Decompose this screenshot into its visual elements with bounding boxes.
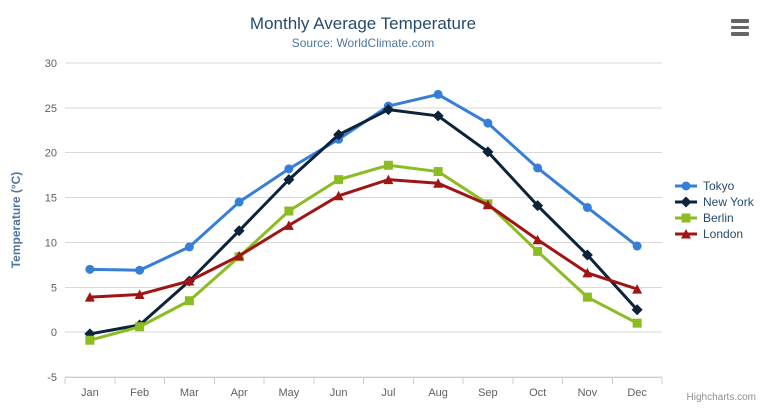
- x-tick-label: Aug: [428, 387, 448, 399]
- x-tick-label: Nov: [578, 387, 598, 399]
- legend-item-tokyo[interactable]: Tokyo: [674, 178, 754, 194]
- circle-marker-icon: [675, 181, 697, 191]
- legend-label: New York: [703, 195, 754, 209]
- legend: Tokyo New York Berlin London: [674, 178, 754, 242]
- series-london: [84, 174, 643, 302]
- menu-bar: [731, 19, 749, 23]
- y-axis-title: Temperature (°C): [9, 172, 23, 269]
- y-tick-label: 15: [45, 193, 57, 205]
- x-tick-label: Sep: [478, 387, 498, 399]
- triangle-marker-icon: [675, 229, 697, 239]
- x-tick-label: Feb: [130, 387, 149, 399]
- x-tick-label: Mar: [180, 387, 199, 399]
- legend-label: London: [703, 227, 744, 241]
- x-tick-label: Jun: [330, 387, 348, 399]
- legend-item-berlin[interactable]: Berlin: [674, 210, 754, 226]
- x-tick-label: Apr: [231, 387, 248, 399]
- x-tick-label: Oct: [529, 387, 546, 399]
- y-tick-label: 0: [51, 327, 57, 339]
- legend-label: Tokyo: [703, 179, 735, 193]
- x-tick-label: Jul: [381, 387, 395, 399]
- diamond-marker-icon: [675, 196, 697, 208]
- y-tick-label: 25: [45, 103, 57, 115]
- legend-label: Berlin: [703, 211, 734, 225]
- menu-bar: [731, 25, 749, 29]
- credits-link[interactable]: Highcharts.com: [687, 392, 756, 403]
- legend-item-london[interactable]: London: [674, 226, 754, 242]
- hamburger-menu-icon[interactable]: [731, 19, 749, 38]
- series-new-york: [84, 104, 643, 340]
- x-tick-label: Dec: [627, 387, 647, 399]
- legend-item-new-york[interactable]: New York: [674, 194, 754, 210]
- square-marker-icon: [675, 213, 697, 223]
- y-tick-label: 30: [45, 58, 57, 70]
- y-tick-label: 10: [45, 237, 57, 249]
- menu-bar: [731, 32, 749, 36]
- plot-area: -5 0 5 10 15 20 25 30 Jan Feb Mar Apr May Jun Jul Aug Se…: [45, 58, 663, 399]
- chart-title: Monthly Average Temperature: [250, 14, 476, 33]
- series-tokyo: [85, 89, 642, 275]
- series-berlin: [85, 160, 642, 345]
- x-tick-label: May: [278, 387, 299, 399]
- x-tick-label: Jan: [81, 387, 99, 399]
- chart-subtitle: Source: WorldClimate.com: [292, 36, 435, 50]
- y-tick-label: -5: [47, 372, 57, 384]
- y-tick-label: 20: [45, 148, 57, 160]
- y-tick-label: 5: [51, 282, 57, 294]
